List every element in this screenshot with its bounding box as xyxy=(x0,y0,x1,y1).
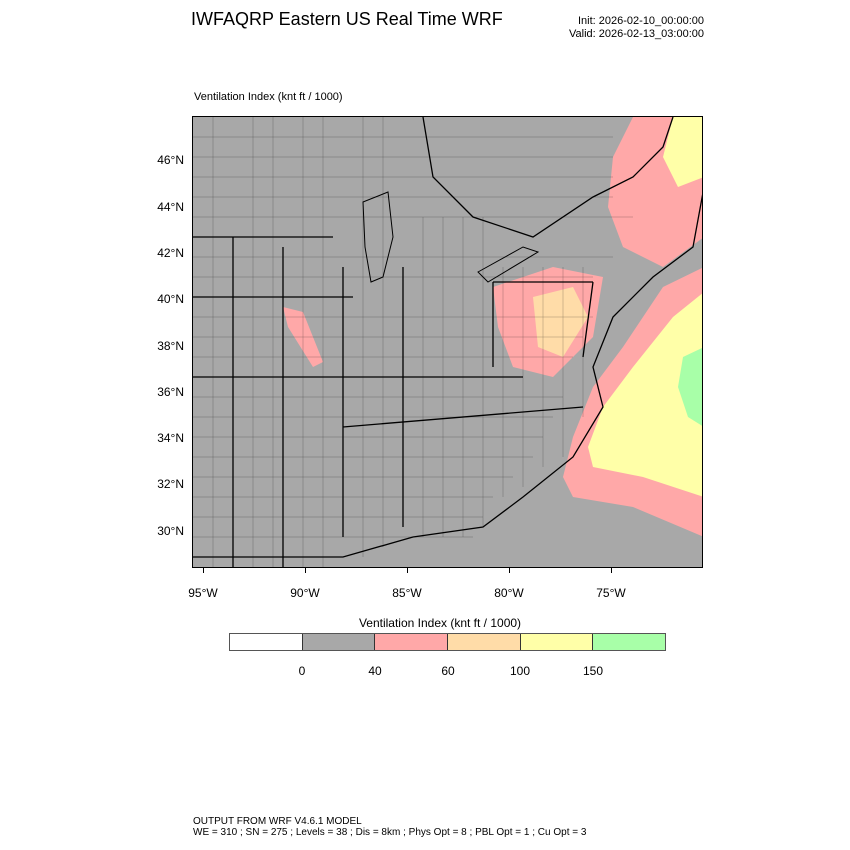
lat-label-40n: 40°N xyxy=(157,292,184,306)
county-borders xyxy=(193,117,633,567)
time-info: Init: 2026-02-10_00:00:00 Valid: 2026-02… xyxy=(569,15,704,41)
colorbar-seg-pink xyxy=(375,634,449,650)
lon-label-75w: 75°W xyxy=(596,586,626,600)
lat-label-44n: 44°N xyxy=(157,200,184,214)
colorbar-seg-yellow xyxy=(520,634,594,650)
colorbar-title: Ventilation Index (knt ft / 1000) xyxy=(358,616,522,630)
lon-tick xyxy=(611,568,612,573)
lat-label-34n: 34°N xyxy=(157,431,184,445)
lake-erie xyxy=(477,246,540,283)
yellow-region-ocean xyxy=(588,293,702,497)
yellow-region-northeast xyxy=(663,117,702,187)
lat-label-32n: 32°N xyxy=(157,477,184,491)
lon-tick xyxy=(407,568,408,573)
footer-model: OUTPUT FROM WRF V4.6.1 MODEL xyxy=(193,816,362,827)
lat-label-42n: 42°N xyxy=(157,246,184,260)
colorbar-label: 0 xyxy=(298,664,306,678)
colorbar-seg-orange xyxy=(448,634,521,650)
lon-tick xyxy=(203,568,204,573)
plot-title: IWFAQRP Eastern US Real Time WRF xyxy=(191,9,503,29)
colorbar-seg-gray xyxy=(302,634,376,650)
colorbar-label: 60 xyxy=(441,664,455,678)
colorbar-label: 150 xyxy=(582,664,604,678)
colorbar-label: 40 xyxy=(368,664,382,678)
valid-time: Valid: 2026-02-13_03:00:00 xyxy=(569,28,704,40)
lat-label-46n: 46°N xyxy=(157,153,184,167)
map-canvas xyxy=(193,117,702,567)
map-panel xyxy=(192,116,703,568)
colorbar-seg-green xyxy=(593,634,666,650)
lat-label-38n: 38°N xyxy=(157,339,184,353)
lon-label-85w: 85°W xyxy=(392,586,422,600)
lon-label-95w: 95°W xyxy=(188,586,218,600)
lat-label-36n: 36°N xyxy=(157,385,184,399)
green-region-ocean xyxy=(678,347,702,426)
colorbar-label: 100 xyxy=(509,664,531,678)
init-time: Init: 2026-02-10_00:00:00 xyxy=(578,15,704,27)
footer: OUTPUT FROM WRF V4.6.1 MODEL WE = 310 ; … xyxy=(193,816,586,838)
orange-region-midatlantic xyxy=(533,287,588,357)
lon-label-80w: 80°W xyxy=(494,586,524,600)
colorbar-seg-white xyxy=(230,634,303,650)
lat-label-30n: 30°N xyxy=(157,524,184,538)
lon-label-90w: 90°W xyxy=(290,586,320,600)
field-label: Ventilation Index (knt ft / 1000) xyxy=(194,91,343,103)
footer-config: WE = 310 ; SN = 275 ; Levels = 38 ; Dis … xyxy=(193,827,587,838)
lon-tick xyxy=(305,568,306,573)
colorbar xyxy=(229,633,666,651)
lon-tick xyxy=(509,568,510,573)
lake-michigan xyxy=(362,191,394,283)
